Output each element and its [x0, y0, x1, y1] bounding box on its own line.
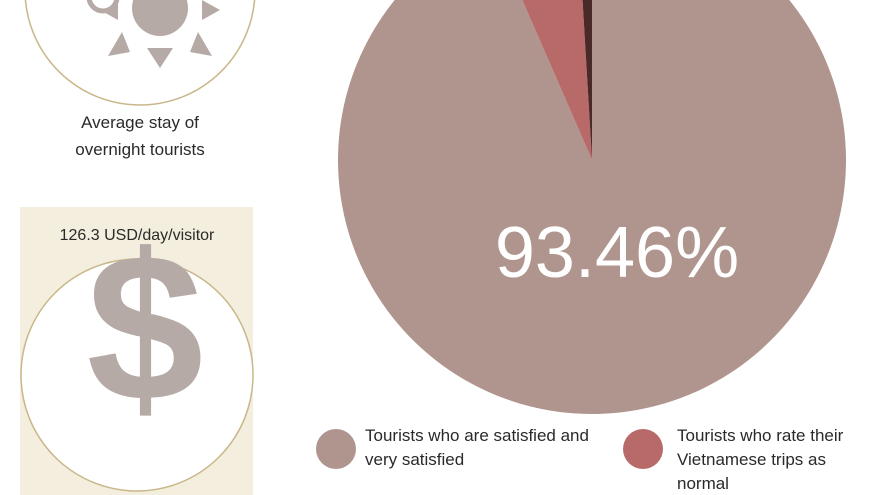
spend-circle: [20, 258, 254, 492]
sun-deco: [86, 0, 120, 14]
stay-circle: [24, 0, 256, 106]
pie-slice: [338, 0, 846, 414]
legend-label: Tourists who are satisfied and very sati…: [365, 426, 589, 469]
dollar-icon: $: [87, 210, 204, 445]
pie-slice: [522, 0, 592, 160]
legend-swatch: [316, 429, 356, 469]
data-label: 93.46%: [495, 213, 739, 293]
spend-label: 126.3 USD/day/visitor: [60, 227, 215, 244]
legend-label: Tourists who rate their Vietnamese trips…: [677, 426, 844, 493]
pie: 93.46%: [338, 0, 846, 414]
stay-label: Average stay of: [81, 113, 199, 132]
legend-swatch: [623, 429, 663, 469]
stay-label: overnight tourists: [75, 140, 204, 159]
pie-slice: [582, 0, 592, 160]
